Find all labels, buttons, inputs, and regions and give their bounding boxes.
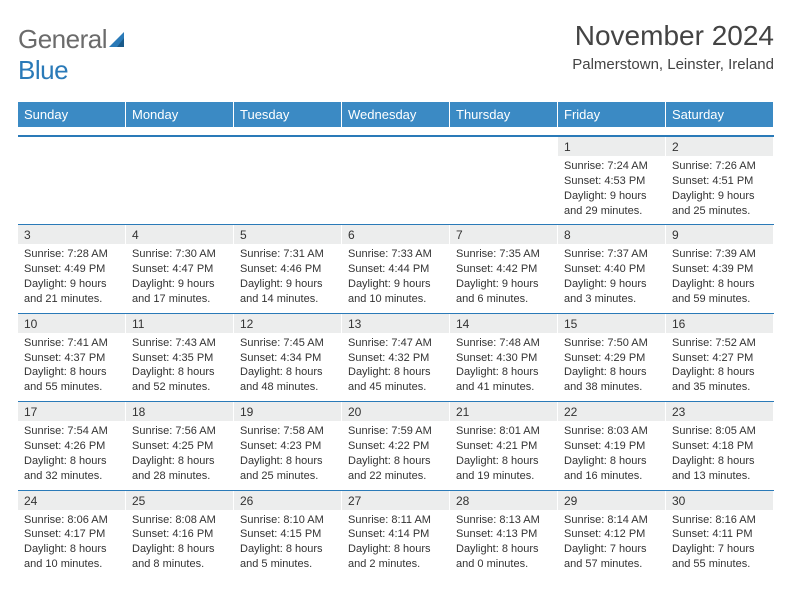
dow-header: Saturday: [666, 102, 774, 127]
day-data: Sunrise: 7:33 AMSunset: 4:44 PMDaylight:…: [342, 244, 450, 312]
day-number: 6: [342, 225, 450, 244]
day-number: 3: [18, 225, 126, 244]
day-number: [126, 137, 234, 156]
day-data: Sunrise: 7:30 AMSunset: 4:47 PMDaylight:…: [126, 244, 234, 312]
day-number: 9: [666, 225, 774, 244]
day-data: Sunrise: 8:16 AMSunset: 4:11 PMDaylight:…: [666, 510, 774, 578]
day-data: Sunrise: 7:28 AMSunset: 4:49 PMDaylight:…: [18, 244, 126, 312]
dow-header: Wednesday: [342, 102, 450, 127]
day-number: 2: [666, 137, 774, 156]
day-data: [234, 156, 342, 224]
day-number: 22: [558, 402, 666, 421]
day-data: Sunrise: 7:26 AMSunset: 4:51 PMDaylight:…: [666, 156, 774, 224]
day-data: Sunrise: 7:59 AMSunset: 4:22 PMDaylight:…: [342, 421, 450, 489]
day-number: 10: [18, 314, 126, 333]
day-data: [342, 156, 450, 224]
day-number: 14: [450, 314, 558, 333]
day-number: 17: [18, 402, 126, 421]
day-data: Sunrise: 7:58 AMSunset: 4:23 PMDaylight:…: [234, 421, 342, 489]
day-data: Sunrise: 7:24 AMSunset: 4:53 PMDaylight:…: [558, 156, 666, 224]
day-data: Sunrise: 8:14 AMSunset: 4:12 PMDaylight:…: [558, 510, 666, 578]
day-data: Sunrise: 7:56 AMSunset: 4:25 PMDaylight:…: [126, 421, 234, 489]
day-data: [450, 156, 558, 224]
title-block: November 2024 Palmerstown, Leinster, Ire…: [572, 20, 774, 73]
day-number: 18: [126, 402, 234, 421]
day-number: 12: [234, 314, 342, 333]
day-number: 11: [126, 314, 234, 333]
day-data: Sunrise: 7:35 AMSunset: 4:42 PMDaylight:…: [450, 244, 558, 312]
day-data: Sunrise: 7:52 AMSunset: 4:27 PMDaylight:…: [666, 333, 774, 401]
day-number: 19: [234, 402, 342, 421]
day-data: [18, 156, 126, 224]
day-number: 15: [558, 314, 666, 333]
day-number: 25: [126, 491, 234, 510]
day-data: Sunrise: 8:06 AMSunset: 4:17 PMDaylight:…: [18, 510, 126, 578]
day-number: 29: [558, 491, 666, 510]
day-number: 26: [234, 491, 342, 510]
day-number: [18, 137, 126, 156]
day-data: Sunrise: 7:39 AMSunset: 4:39 PMDaylight:…: [666, 244, 774, 312]
dow-header: Monday: [126, 102, 234, 127]
day-data: Sunrise: 7:43 AMSunset: 4:35 PMDaylight:…: [126, 333, 234, 401]
day-number: 16: [666, 314, 774, 333]
day-data: Sunrise: 8:13 AMSunset: 4:13 PMDaylight:…: [450, 510, 558, 578]
day-data: Sunrise: 7:50 AMSunset: 4:29 PMDaylight:…: [558, 333, 666, 401]
day-number: 27: [342, 491, 450, 510]
day-data: Sunrise: 8:10 AMSunset: 4:15 PMDaylight:…: [234, 510, 342, 578]
day-number: [234, 137, 342, 156]
calendar-grid: SundayMondayTuesdayWednesdayThursdayFrid…: [18, 102, 774, 578]
day-data: Sunrise: 7:45 AMSunset: 4:34 PMDaylight:…: [234, 333, 342, 401]
day-number: 1: [558, 137, 666, 156]
day-data: Sunrise: 7:37 AMSunset: 4:40 PMDaylight:…: [558, 244, 666, 312]
day-data: Sunrise: 7:41 AMSunset: 4:37 PMDaylight:…: [18, 333, 126, 401]
day-number: 7: [450, 225, 558, 244]
dow-header: Sunday: [18, 102, 126, 127]
logo-text: General Blue: [18, 20, 129, 86]
day-number: [450, 137, 558, 156]
day-number: 30: [666, 491, 774, 510]
day-data: Sunrise: 7:31 AMSunset: 4:46 PMDaylight:…: [234, 244, 342, 312]
day-data: Sunrise: 8:08 AMSunset: 4:16 PMDaylight:…: [126, 510, 234, 578]
day-data: Sunrise: 7:54 AMSunset: 4:26 PMDaylight:…: [18, 421, 126, 489]
day-number: 23: [666, 402, 774, 421]
sail-icon: [109, 24, 129, 55]
dow-header: Friday: [558, 102, 666, 127]
day-data: Sunrise: 8:11 AMSunset: 4:14 PMDaylight:…: [342, 510, 450, 578]
dow-header: Tuesday: [234, 102, 342, 127]
dow-header: Thursday: [450, 102, 558, 127]
day-number: 4: [126, 225, 234, 244]
day-number: 24: [18, 491, 126, 510]
day-data: Sunrise: 7:48 AMSunset: 4:30 PMDaylight:…: [450, 333, 558, 401]
day-number: 28: [450, 491, 558, 510]
logo-word-2: Blue: [18, 55, 68, 85]
day-number: 20: [342, 402, 450, 421]
day-number: 8: [558, 225, 666, 244]
day-number: 5: [234, 225, 342, 244]
day-data: Sunrise: 8:03 AMSunset: 4:19 PMDaylight:…: [558, 421, 666, 489]
logo-word-1: General: [18, 24, 107, 54]
day-data: Sunrise: 8:01 AMSunset: 4:21 PMDaylight:…: [450, 421, 558, 489]
day-number: 21: [450, 402, 558, 421]
location: Palmerstown, Leinster, Ireland: [572, 56, 774, 73]
day-data: [126, 156, 234, 224]
day-data: Sunrise: 8:05 AMSunset: 4:18 PMDaylight:…: [666, 421, 774, 489]
day-number: [342, 137, 450, 156]
day-number: 13: [342, 314, 450, 333]
month-title: November 2024: [572, 20, 774, 52]
day-data: Sunrise: 7:47 AMSunset: 4:32 PMDaylight:…: [342, 333, 450, 401]
logo: General Blue: [18, 20, 129, 86]
week-separator: [18, 127, 774, 137]
page-header: General Blue November 2024 Palmerstown, …: [18, 20, 774, 86]
